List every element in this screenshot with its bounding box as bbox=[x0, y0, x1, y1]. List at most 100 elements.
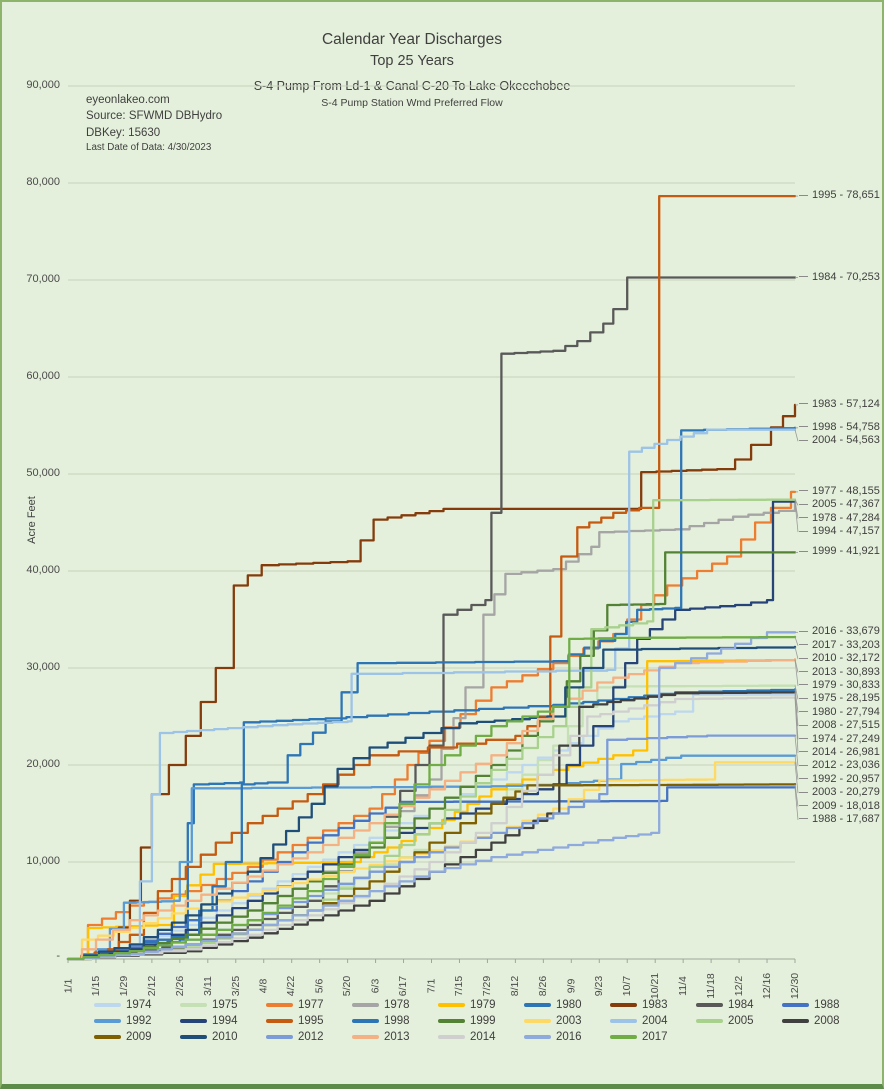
end-label-2008: 2008 - 27,515 bbox=[799, 719, 880, 731]
leader-line bbox=[794, 659, 799, 686]
end-label-text: 1975 - 28,195 bbox=[812, 692, 880, 705]
leader-line bbox=[794, 636, 799, 646]
legend-label: 2004 bbox=[642, 1015, 668, 1027]
legend-label: 1979 bbox=[470, 999, 496, 1011]
legend-item-2004: 2004 bbox=[610, 1013, 696, 1029]
legend-swatch bbox=[266, 1019, 293, 1023]
legend-swatch bbox=[180, 1019, 207, 1023]
x-tick-label: 10/7 bbox=[621, 975, 634, 997]
legend-item-2016: 2016 bbox=[524, 1029, 610, 1045]
legend-item-1974: 1974 bbox=[94, 997, 180, 1013]
x-tick-label: 12/16 bbox=[761, 972, 774, 1000]
end-label-leader bbox=[799, 276, 808, 278]
x-tick-label: 6/3 bbox=[369, 978, 382, 994]
legend-item-2017: 2017 bbox=[610, 1029, 696, 1045]
legend-item-1979: 1979 bbox=[438, 997, 524, 1013]
end-label-text: 1980 - 27,794 bbox=[812, 705, 880, 718]
series-line-1988 bbox=[66, 786, 797, 961]
legend-label: 1992 bbox=[126, 1015, 152, 1027]
y-tick-label: 70,000 bbox=[26, 273, 60, 285]
series-line-2017 bbox=[66, 635, 797, 961]
x-tick-label: 1/15 bbox=[89, 975, 102, 997]
end-label-leader bbox=[799, 751, 808, 753]
legend-swatch bbox=[352, 1019, 379, 1023]
end-label-leader bbox=[799, 194, 808, 196]
legend-swatch bbox=[94, 1035, 121, 1039]
legend-label: 1995 bbox=[298, 1015, 324, 1027]
end-label-2016: 2016 - 33,679 bbox=[799, 625, 880, 637]
end-label-2012: 2012 - 23,036 bbox=[799, 759, 880, 771]
legend-swatch bbox=[266, 1035, 293, 1039]
legend-label: 2017 bbox=[642, 1031, 668, 1043]
series-line-2016 bbox=[66, 631, 797, 961]
y-tick-label: 40,000 bbox=[26, 564, 60, 576]
end-label-leader bbox=[799, 711, 808, 713]
legend-label: 2012 bbox=[298, 1031, 324, 1043]
y-tick-label: 30,000 bbox=[26, 661, 60, 673]
legend-swatch bbox=[524, 1035, 551, 1039]
end-label-leader bbox=[799, 490, 808, 492]
legend-swatch bbox=[180, 1003, 207, 1007]
end-label-2005: 2005 - 47,367 bbox=[799, 498, 880, 510]
end-label-2013: 2013 - 30,893 bbox=[799, 666, 880, 678]
legend-item-2013: 2013 bbox=[352, 1029, 438, 1045]
legend-item-2014: 2014 bbox=[438, 1029, 524, 1045]
end-label-1992: 1992 - 20,957 bbox=[799, 773, 880, 785]
legend-swatch bbox=[782, 1003, 809, 1007]
series-line-1984 bbox=[66, 276, 797, 961]
legend-swatch bbox=[438, 1003, 465, 1007]
legend-label: 1977 bbox=[298, 999, 324, 1011]
end-label-1983: 1983 - 57,124 bbox=[799, 398, 880, 410]
legend-item-1999: 1999 bbox=[438, 1013, 524, 1029]
source-note: Source: SFWMD DBHydro bbox=[86, 110, 223, 123]
legend-label: 1998 bbox=[384, 1015, 410, 1027]
legend-item-2005: 2005 bbox=[696, 1013, 782, 1029]
x-tick-label: 2/26 bbox=[173, 975, 186, 997]
end-label-text: 1992 - 20,957 bbox=[812, 772, 880, 785]
x-tick-label: 6/17 bbox=[397, 975, 410, 997]
end-label-text: 1998 - 54,758 bbox=[812, 420, 880, 433]
leader-line bbox=[794, 787, 799, 820]
legend-item-1998: 1998 bbox=[352, 1013, 438, 1029]
legend-label: 1984 bbox=[728, 999, 754, 1011]
leader-line bbox=[794, 697, 799, 753]
end-label-text: 2017 - 33,203 bbox=[812, 638, 880, 651]
end-label-1977: 1977 - 48,155 bbox=[799, 485, 880, 497]
y-tick-label: 10,000 bbox=[26, 855, 60, 867]
end-label-text: 2016 - 33,679 bbox=[812, 625, 880, 638]
leader-line bbox=[794, 646, 799, 660]
end-label-text: 1974 - 27,249 bbox=[812, 732, 880, 745]
x-tick-label: 1/1 bbox=[61, 978, 74, 994]
end-label-2003: 2003 - 20,279 bbox=[799, 786, 880, 798]
end-label-leader bbox=[799, 738, 808, 739]
website-note: eyeonlakeo.com bbox=[86, 94, 170, 106]
end-label-leader bbox=[799, 684, 808, 686]
legend-label: 1994 bbox=[212, 1015, 238, 1027]
end-label-1979: 1979 - 30,833 bbox=[799, 679, 880, 691]
legend-swatch bbox=[352, 1003, 379, 1007]
legend-swatch bbox=[610, 1035, 637, 1039]
legend-swatch bbox=[696, 1019, 723, 1023]
legend: 1974 1975 1977 1978 1979 1980 1983 1984 1988 1992… bbox=[94, 997, 869, 1045]
legend-item-2009: 2009 bbox=[94, 1029, 180, 1045]
legend-label: 1978 bbox=[384, 999, 410, 1011]
legend-label: 2010 bbox=[212, 1031, 238, 1043]
end-label-1995: 1995 - 78,651 bbox=[799, 189, 880, 201]
legend-swatch bbox=[524, 1019, 551, 1023]
legend-label: 1974 bbox=[126, 999, 152, 1011]
chart-title: Calendar Year Discharges bbox=[321, 31, 503, 48]
y-tick-label: 60,000 bbox=[26, 370, 60, 382]
legend-label: 2009 bbox=[126, 1031, 152, 1043]
series-line-1978 bbox=[66, 499, 797, 961]
end-label-text: 1984 - 70,253 bbox=[812, 270, 880, 283]
end-label-text: 2003 - 20,279 bbox=[812, 786, 880, 799]
end-label-leader bbox=[799, 818, 808, 820]
series-line-1983 bbox=[66, 403, 797, 961]
end-label-leader bbox=[799, 503, 808, 505]
x-tick-label: 11/4 bbox=[677, 976, 690, 996]
x-tick-label: 1/29 bbox=[117, 975, 130, 997]
end-label-leader bbox=[799, 439, 808, 441]
legend-swatch bbox=[610, 1003, 637, 1007]
end-label-leader bbox=[799, 697, 808, 699]
